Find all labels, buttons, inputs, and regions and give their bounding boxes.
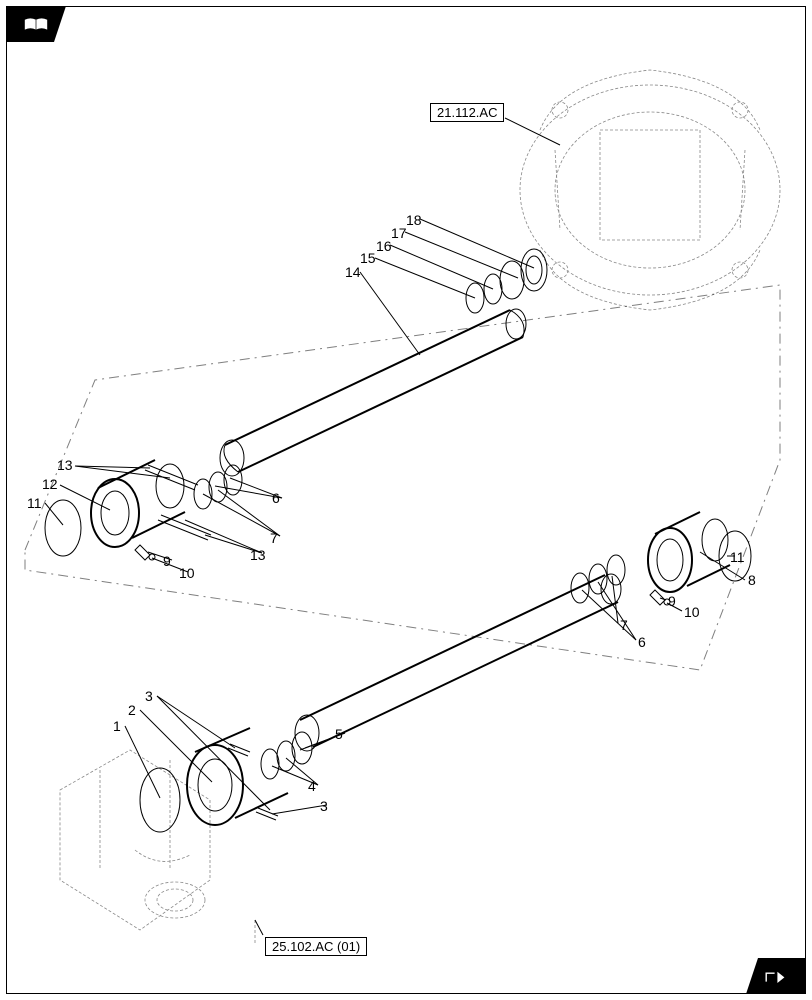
callout-10b: 10 [684, 604, 700, 620]
callout-1: 1 [113, 718, 121, 734]
callout-3a: 3 [145, 688, 153, 704]
ghost-bottom-housing [60, 750, 255, 943]
callout-13a: 13 [57, 457, 73, 473]
upper-shaft-assembly [45, 249, 547, 560]
callout-4: 4 [308, 778, 316, 794]
lower-shaft-assembly [140, 512, 751, 832]
callout-7a: 7 [270, 530, 278, 546]
exploded-diagram [0, 0, 812, 1000]
ref-top-label: 21.112.AC [437, 105, 497, 120]
callout-8: 8 [748, 572, 756, 588]
callout-16: 16 [376, 238, 392, 254]
callout-6a: 6 [272, 490, 280, 506]
lower-right-rings [571, 512, 751, 603]
upper-fitting [135, 545, 155, 560]
callout-9a: 9 [163, 553, 171, 569]
upper-endcap [45, 460, 185, 556]
callout-10a: 10 [179, 565, 195, 581]
callout-12: 12 [42, 476, 58, 492]
lower-shaft [295, 574, 621, 751]
dashed-region-upper [25, 285, 780, 670]
lower-left-rings [140, 728, 312, 832]
callout-11a: 11 [27, 495, 42, 511]
callout-9b: 9 [668, 593, 676, 609]
callout-2: 2 [128, 702, 136, 718]
callout-13b: 13 [250, 547, 266, 563]
callout-7b: 7 [620, 617, 628, 633]
ref-bottom-label: 25.102.AC (01) [272, 939, 360, 954]
callout-14: 14 [345, 264, 361, 280]
upper-shaft [220, 309, 526, 476]
leader-lines [45, 219, 745, 814]
ref-top-assembly: 21.112.AC [430, 103, 504, 122]
callout-18: 18 [406, 212, 422, 228]
ref-bottom-assembly: 25.102.AC (01) [265, 937, 367, 956]
callout-15: 15 [360, 250, 376, 266]
callout-6b: 6 [638, 634, 646, 650]
callout-17: 17 [391, 225, 407, 241]
callout-11b: 11 [730, 549, 745, 565]
callout-5: 5 [335, 726, 343, 742]
upper-rings [466, 249, 547, 313]
callout-3b: 3 [320, 798, 328, 814]
ghost-top-housing [520, 70, 780, 310]
